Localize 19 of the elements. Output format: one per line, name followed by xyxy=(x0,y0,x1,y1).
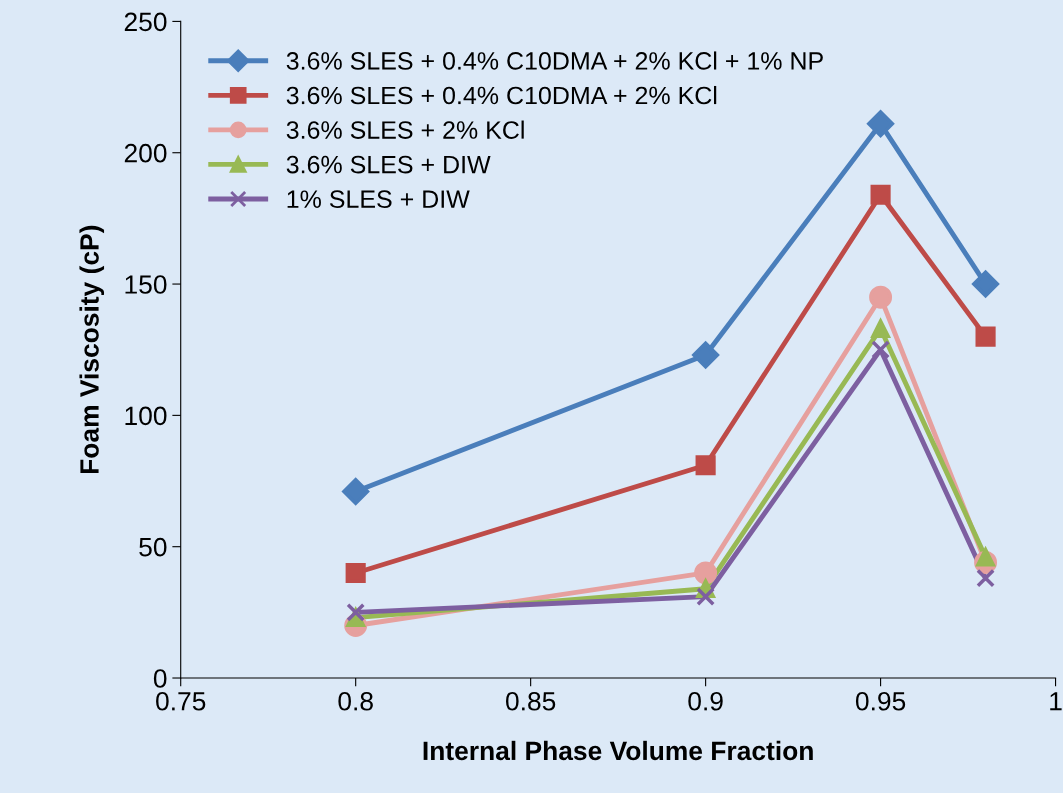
y-axis-title: Foam Viscosity (cP) xyxy=(79,225,105,474)
legend-label: 3.6% SLES + 2% KCl xyxy=(286,120,524,139)
y-tick-label: 0 xyxy=(153,669,167,688)
x-tick-label: 0.75 xyxy=(156,691,206,711)
x-tick-label: 1 xyxy=(1050,692,1062,711)
y-tick-label: 150 xyxy=(125,275,167,294)
x-tick-label: 0.85 xyxy=(506,691,556,711)
x-tick-label: 0.95 xyxy=(855,691,906,711)
y-tick-label: 250 xyxy=(124,12,167,32)
legend-label: 3.6% SLES + DIW xyxy=(286,155,491,174)
y-tick-label: 50 xyxy=(139,537,167,557)
legend-label: 3.6% SLES + 0.4% C10DMA + 2% KCl + 1% NP xyxy=(286,51,823,70)
y-tick-label: 200 xyxy=(124,143,167,163)
legend-label: 3.6% SLES + 0.4% C10DMA + 2% KCl xyxy=(286,85,717,105)
x-axis-title: Internal Phase Volume Fraction xyxy=(423,740,813,761)
legend-label: 1% SLES + DIW xyxy=(287,190,470,208)
x-tick-label: 0.9 xyxy=(688,691,723,711)
y-tick-label: 100 xyxy=(125,406,167,426)
x-tick-label: 0.8 xyxy=(338,691,373,711)
